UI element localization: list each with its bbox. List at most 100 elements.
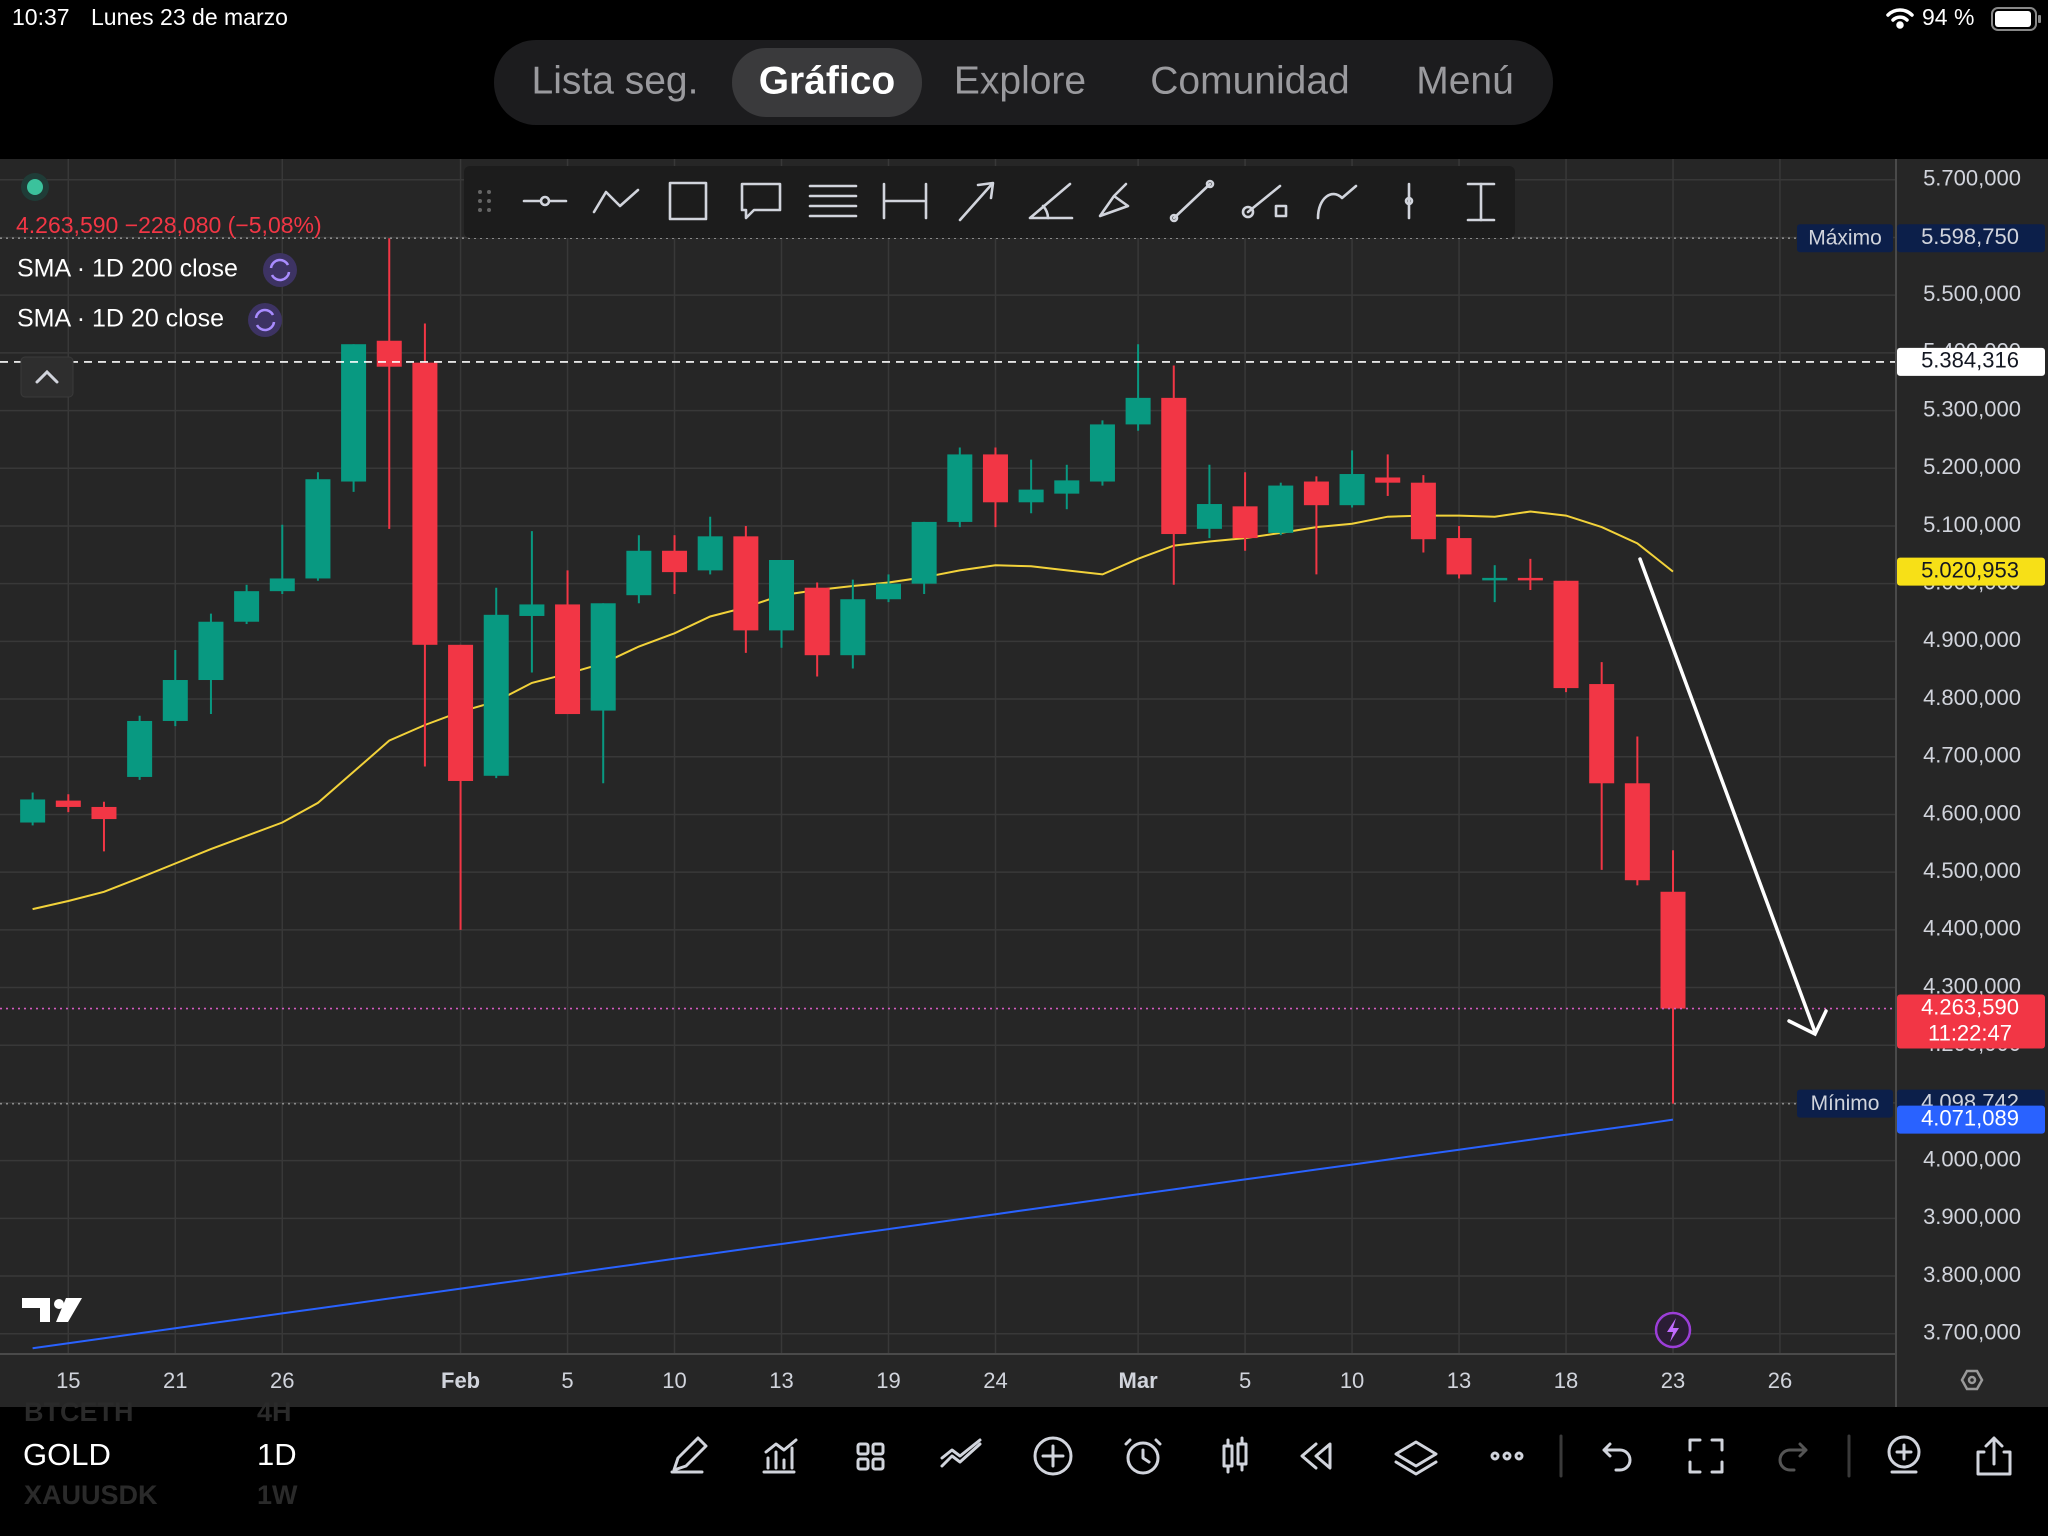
candle-body [269, 578, 295, 592]
legend-sync-icon[interactable] [248, 303, 282, 337]
price-badge [1897, 557, 2045, 586]
tool-rectangle[interactable] [668, 181, 708, 221]
tool-arrow[interactable] [958, 181, 995, 222]
legend-sync-glyph [254, 308, 276, 332]
legend-entry: SMA · 1D 20 close [17, 305, 224, 333]
symbol-switcher[interactable]: BTCETH 4H XAUUSDK 1W GOLD 1D [23, 1397, 298, 1510]
rewind-button[interactable] [1300, 1442, 1332, 1470]
candle-body [1375, 477, 1401, 483]
undo-button[interactable] [1602, 1442, 1632, 1472]
objects-button[interactable] [1394, 1440, 1438, 1476]
compare-button[interactable] [940, 1438, 982, 1468]
price-badge-label: 4.071,089 [1921, 1105, 2019, 1130]
time-axis: 15 21 26 Feb 5 10 13 19 24 Mar 5 10 13 18 23 26 [56, 1368, 1792, 1393]
tool-brush[interactable] [1098, 182, 1130, 218]
status-dot [27, 179, 43, 195]
candle-body [162, 680, 188, 721]
candle-body [376, 340, 402, 367]
tool-range[interactable] [882, 182, 928, 220]
y-tick-label: 4.800,000 [1923, 685, 2021, 710]
tool-measure[interactable] [1466, 182, 1496, 222]
candle-body [982, 454, 1008, 503]
tool-trend-line[interactable] [1169, 179, 1215, 223]
price-badge [1897, 347, 2045, 376]
candle-body [55, 800, 81, 807]
tab[interactable]: Explore [954, 59, 1086, 102]
bar-replay-button[interactable] [1222, 1436, 1248, 1474]
fullscreen-button[interactable] [1688, 1438, 1724, 1474]
x-tick-label: 13 [1447, 1368, 1471, 1393]
candle-body [341, 344, 367, 482]
recent-interval: 1W [257, 1480, 298, 1510]
tool-horizontal-ray[interactable] [522, 195, 568, 207]
share-button[interactable] [1976, 1436, 2012, 1476]
countdown-label: 11:22:47 [1928, 1020, 2012, 1045]
y-tick-label: 4.300,000 [1923, 973, 2021, 998]
candle-body [911, 521, 937, 584]
bottom-bar [0, 1407, 2048, 1536]
sma-line [32, 1118, 1674, 1350]
candle-body [519, 604, 545, 616]
tabs: Lista seg. Gráfico Explore Comunidad Menú [532, 48, 1514, 117]
y-tick-label: 3.700,000 [1923, 1320, 2021, 1345]
candle-body [875, 583, 901, 600]
tab[interactable]: Gráfico [759, 59, 896, 102]
tool-callout[interactable] [740, 182, 782, 220]
x-tick-label: 26 [1768, 1368, 1792, 1393]
add-symbol-button[interactable] [1887, 1435, 1921, 1474]
candle-body [1482, 577, 1508, 581]
axis-settings[interactable] [1960, 1369, 1984, 1391]
x-tick-label: 10 [1340, 1368, 1364, 1393]
y-tick-label: 3.800,000 [1923, 1262, 2021, 1287]
y-tick-label: 4.900,000 [1923, 627, 2021, 652]
interval[interactable]: 1D [257, 1437, 297, 1472]
candle-body [1660, 891, 1686, 1009]
price-badge [1897, 224, 2045, 253]
candle-body [1517, 577, 1543, 581]
alert-button[interactable] [1124, 1438, 1162, 1475]
events-marker[interactable] [1654, 1311, 1692, 1349]
candle-body [234, 591, 260, 622]
indicators-button[interactable] [762, 1438, 798, 1474]
candle-body [127, 720, 153, 777]
tab[interactable]: Comunidad [1150, 59, 1349, 102]
legend-sync-icon[interactable] [263, 253, 297, 287]
layout-button[interactable] [856, 1442, 885, 1471]
candles [20, 238, 1686, 1104]
tool-angle[interactable] [1028, 182, 1074, 220]
y-tick-label: 5.700,000 [1923, 166, 2021, 191]
tab[interactable]: Lista seg. [532, 59, 699, 102]
tool-path[interactable] [592, 188, 640, 214]
price-badge [1897, 994, 2045, 1049]
candle-body [1339, 474, 1365, 506]
tool-fib[interactable] [808, 184, 858, 218]
tool-freehand[interactable] [1316, 184, 1358, 220]
x-tick-label: 19 [876, 1368, 900, 1393]
bottom-toolbar [670, 1434, 2012, 1478]
x-tick-label: 24 [983, 1368, 1007, 1393]
candle-body [733, 536, 759, 631]
price-axis: 3.700,0003.800,0003.900,0004.000,0004.10… [1797, 166, 2045, 1345]
symbol[interactable]: GOLD [23, 1437, 111, 1472]
tool-extended-line[interactable] [1241, 184, 1288, 219]
price-change-header: 4.263,590 −228,080 (−5,08%) [16, 212, 322, 238]
candle-body [840, 599, 866, 656]
price-badge-name: Máximo [1808, 227, 1882, 250]
collapse-legend-button[interactable] [20, 356, 74, 398]
y-tick-label: 5.300,000 [1923, 396, 2021, 421]
add-button[interactable] [1033, 1436, 1073, 1476]
draw-button[interactable] [670, 1436, 708, 1474]
candle-body [412, 362, 438, 645]
trend-arrow[interactable] [1638, 557, 1828, 1037]
candle-body [1232, 506, 1258, 539]
tool-vertical-line[interactable] [1404, 182, 1414, 220]
x-tick-label: 5 [561, 1368, 573, 1393]
candle-body [697, 536, 723, 571]
y-tick-label: 4.500,000 [1923, 858, 2021, 883]
price-badge-name-bg [1797, 1089, 1893, 1118]
more-button[interactable] [1490, 1451, 1524, 1461]
x-tick-label: Feb [441, 1368, 480, 1393]
redo-button[interactable] [1778, 1442, 1808, 1472]
candle-body [590, 603, 616, 711]
tab[interactable]: Menú [1416, 59, 1514, 102]
